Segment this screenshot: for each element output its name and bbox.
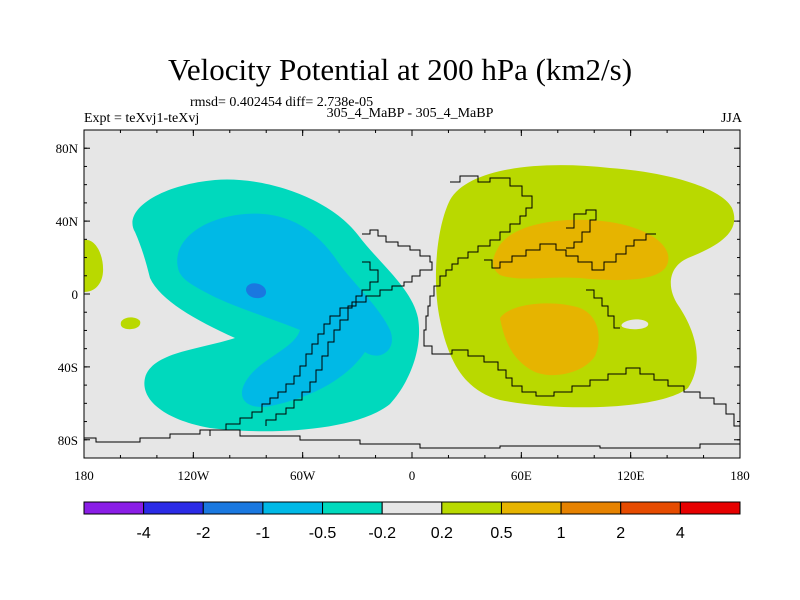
contour-dateline-positive xyxy=(84,239,104,292)
colorbar-label-8: 2 xyxy=(616,525,625,542)
coastline-americas xyxy=(209,229,433,436)
colorbar-label-0: -4 xyxy=(137,525,151,542)
coastline-asia-islands xyxy=(566,209,597,249)
contour-neg-0.5 xyxy=(177,213,392,407)
colorbar-swatch-9 xyxy=(620,501,681,515)
coastline-africa xyxy=(440,349,740,427)
x-tick-label-4: 60E xyxy=(511,468,532,483)
y-tick-label-2: 0 xyxy=(72,287,79,302)
x-tick-label-1: 120W xyxy=(177,468,210,483)
stats-label: rmsd= 0.402454 diff= 2.738e-05 xyxy=(190,95,374,110)
colorbar-swatch-5 xyxy=(381,501,443,515)
season-label: JJA xyxy=(720,111,742,126)
y-tick-label-1: 40N xyxy=(56,214,79,229)
x-tick-label-3: 0 xyxy=(409,468,416,483)
colorbar-label-9: 4 xyxy=(676,525,685,542)
y-tick-label-3: 40S xyxy=(58,360,78,375)
colorbar-label-5: 0.2 xyxy=(431,525,453,542)
colorbar-swatch-8 xyxy=(560,501,622,515)
x-tick-label-2: 60W xyxy=(290,468,316,483)
colorbar-swatch-4 xyxy=(322,501,383,515)
coastline-south-america-east xyxy=(265,261,379,426)
colorbar-swatch-6 xyxy=(441,501,502,515)
colorbar-label-3: -0.5 xyxy=(309,525,337,542)
contour-pos-0.5b xyxy=(500,303,599,376)
coastline-antarctica xyxy=(84,429,740,449)
colorbar-swatch-0 xyxy=(83,501,145,515)
colorbar-label-4: -0.2 xyxy=(368,525,396,542)
contour-small-negative xyxy=(621,319,649,330)
coastline-maritime-continent xyxy=(586,289,620,329)
x-tick-label-6: 180 xyxy=(730,468,750,483)
field-layer xyxy=(84,130,740,458)
chart-title: Velocity Potential at 200 hPa (km2/s) xyxy=(167,52,633,87)
colorbar-label-6: 0.5 xyxy=(490,525,512,542)
x-tick-label-5: 120E xyxy=(617,468,645,483)
case-label: 305_4_MaBP - 305_4_MaBP xyxy=(326,106,494,121)
colorbar-swatch-2 xyxy=(202,501,264,515)
colorbar-label-1: -2 xyxy=(196,525,210,542)
coastline-eurasia xyxy=(484,233,656,271)
contour-small-positive xyxy=(120,317,141,330)
colorbar-swatch-7 xyxy=(500,501,562,515)
colorbar-swatch-3 xyxy=(262,501,324,515)
colorbar: -4 -2 -1 -0.5 -0.2 0.2 0.5 1 2 4 xyxy=(83,501,741,542)
axes: 180 120W 60W 0 60E 120E 180 80N 40N 0 40S 80S xyxy=(56,129,750,483)
coastline-north-america xyxy=(423,175,533,355)
coastlines xyxy=(84,175,740,449)
experiment-label: Expt = teXvj1-teXvj xyxy=(84,111,200,126)
contour-pos-0.5 xyxy=(493,219,669,281)
colorbar-swatch-10 xyxy=(679,501,741,515)
colorbar-swatch-1 xyxy=(143,501,204,515)
contour-neg-1 xyxy=(246,283,267,299)
colorbar-label-2: -1 xyxy=(256,525,270,542)
colorbar-label-7: 1 xyxy=(557,525,566,542)
x-tick-label-0: 180 xyxy=(74,468,94,483)
y-tick-label-4: 80S xyxy=(58,433,78,448)
y-tick-label-0: 80N xyxy=(56,141,79,156)
